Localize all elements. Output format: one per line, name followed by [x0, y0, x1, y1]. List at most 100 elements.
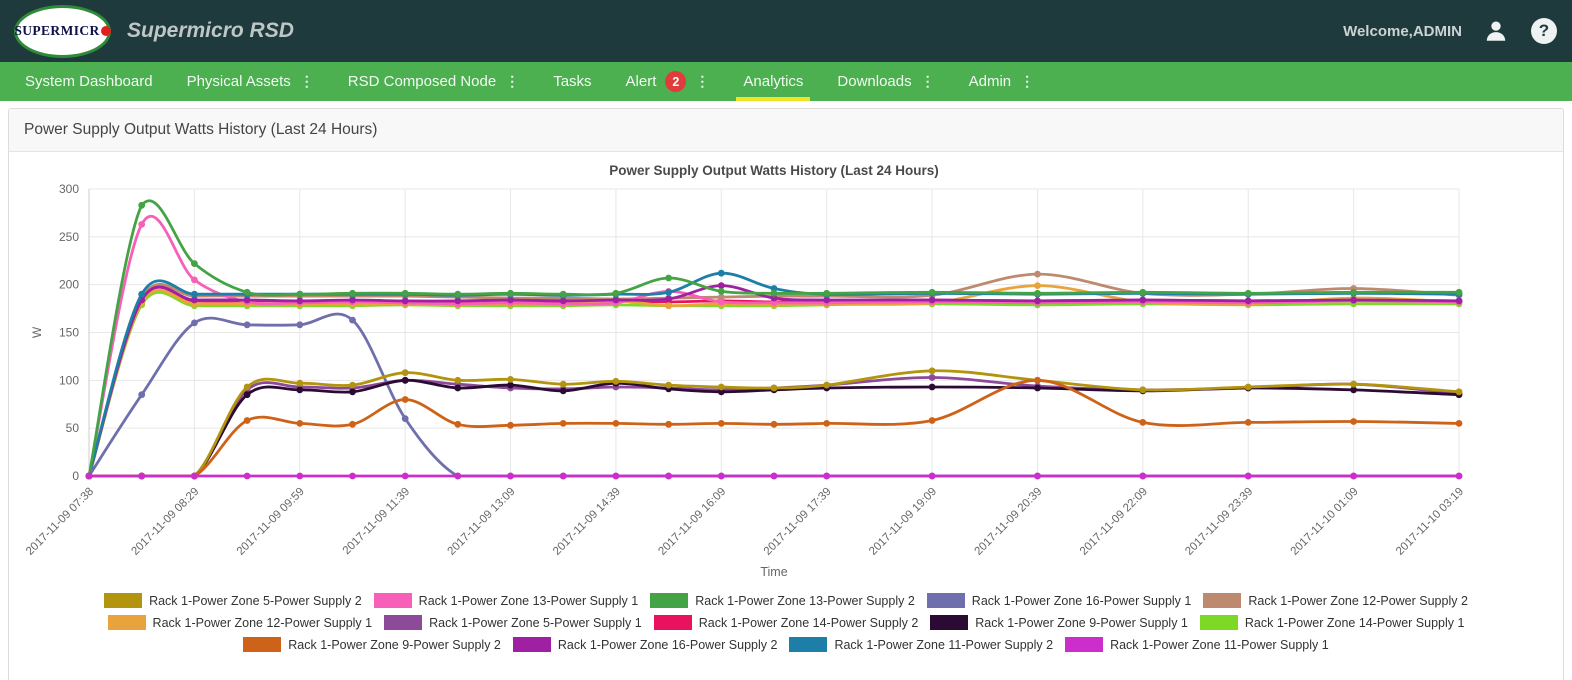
- data-point-dot: [928, 472, 936, 480]
- data-point-dot: [243, 296, 251, 304]
- data-point-dot: [717, 420, 725, 427]
- y-axis-label: W: [30, 326, 44, 338]
- x-axis-label: Time: [760, 565, 787, 579]
- user-icon[interactable]: [1482, 17, 1510, 45]
- data-point-dot: [138, 201, 146, 209]
- nav-item-downloads[interactable]: Downloads ⋮: [820, 62, 951, 101]
- data-point-dot: [507, 381, 514, 389]
- y-tick-label: 250: [59, 230, 79, 244]
- legend-item-rack-1-power-zone-13-power-supply-2[interactable]: Rack 1-Power Zone 13-Power Supply 2: [650, 593, 915, 608]
- data-point-dot: [349, 316, 356, 324]
- data-point-dot: [770, 299, 778, 307]
- legend-item-rack-1-power-zone-9-power-supply-1[interactable]: Rack 1-Power Zone 9-Power Supply 1: [930, 615, 1188, 630]
- nav-item-label: Analytics: [743, 73, 804, 90]
- data-point-dot: [349, 472, 356, 480]
- data-point-dot: [823, 420, 831, 427]
- data-point-dot: [296, 321, 304, 329]
- help-icon[interactable]: ?: [1530, 17, 1558, 45]
- nav-item-physical-assets[interactable]: Physical Assets ⋮: [170, 62, 331, 101]
- data-point-dot: [401, 369, 409, 377]
- data-point-dot: [1244, 297, 1252, 305]
- data-point-dot: [1139, 419, 1147, 426]
- data-point-dot: [665, 295, 672, 303]
- data-point-dot: [243, 321, 251, 329]
- nav-item-analytics[interactable]: Analytics: [726, 62, 820, 101]
- data-point-dot: [138, 472, 146, 480]
- nav-bar: System Dashboard Physical Assets ⋮ RSD Comp…: [0, 62, 1572, 101]
- data-point-dot: [349, 420, 356, 428]
- data-point-dot: [559, 297, 567, 305]
- data-point-dot: [243, 288, 251, 296]
- data-point-dot: [717, 298, 725, 306]
- legend-label: Rack 1-Power Zone 5-Power Supply 1: [429, 615, 642, 630]
- legend-item-rack-1-power-zone-12-power-supply-2[interactable]: Rack 1-Power Zone 12-Power Supply 2: [1203, 593, 1468, 608]
- nav-item-rsd-composed-node[interactable]: RSD Composed Node ⋮: [331, 62, 536, 101]
- legend-item-rack-1-power-zone-16-power-supply-2[interactable]: Rack 1-Power Zone 16-Power Supply 2: [512, 637, 777, 652]
- data-point-dot: [665, 472, 672, 480]
- data-point-dot: [770, 472, 778, 480]
- legend-item-rack-1-power-zone-16-power-supply-1[interactable]: Rack 1-Power Zone 16-Power Supply 1: [926, 593, 1191, 608]
- legend-swatch: [930, 615, 969, 630]
- x-tick-label: 2017-11-09 11:39: [341, 486, 412, 557]
- kebab-menu-icon[interactable]: ⋮: [505, 73, 520, 89]
- chart-panel: Power Supply Output Watts History (Last …: [8, 108, 1564, 680]
- nav-item-system-dashboard[interactable]: System Dashboard: [8, 62, 170, 101]
- legend-item-rack-1-power-zone-5-power-supply-2[interactable]: Rack 1-Power Zone 5-Power Supply 2: [104, 593, 362, 608]
- nav-item-label: Alert: [625, 73, 657, 90]
- y-tick-label: 50: [66, 421, 80, 435]
- data-point-dot: [85, 472, 93, 480]
- legend-label: Rack 1-Power Zone 5-Power Supply 2: [149, 593, 362, 608]
- data-point-dot: [717, 472, 725, 480]
- kebab-menu-icon[interactable]: ⋮: [299, 73, 314, 89]
- chart-title: Power Supply Output Watts History (Last …: [609, 163, 939, 178]
- legend-item-rack-1-power-zone-5-power-supply-1[interactable]: Rack 1-Power Zone 5-Power Supply 1: [384, 615, 642, 630]
- series-line-rack-1-power-zone-16-power-supply-1: [87, 312, 1461, 478]
- data-point-dot: [612, 289, 620, 297]
- legend-label: Rack 1-Power Zone 14-Power Supply 2: [698, 615, 919, 630]
- nav-item-admin[interactable]: Admin ⋮: [952, 62, 1052, 101]
- x-tick-label: 2017-11-09 08:29: [129, 486, 201, 558]
- legend-item-rack-1-power-zone-13-power-supply-1[interactable]: Rack 1-Power Zone 13-Power Supply 1: [373, 593, 639, 608]
- data-point-dot: [1350, 472, 1357, 480]
- data-point-dot: [612, 377, 620, 385]
- x-tick-label: 2017-11-09 07:38: [24, 486, 96, 558]
- x-tick-label: 2017-11-09 19:09: [867, 486, 939, 558]
- kebab-menu-icon[interactable]: ⋮: [1020, 73, 1035, 89]
- legend-item-rack-1-power-zone-11-power-supply-2[interactable]: Rack 1-Power Zone 11-Power Supply 2: [789, 637, 1053, 652]
- nav-item-label: RSD Composed Node: [347, 73, 497, 90]
- welcome-text: Welcome,ADMIN: [1343, 22, 1462, 40]
- legend-swatch: [104, 593, 143, 608]
- data-point-dot: [507, 421, 514, 429]
- legend-label: Rack 1-Power Zone 9-Power Supply 1: [975, 615, 1188, 630]
- nav-item-alert[interactable]: Alert 2 ⋮: [609, 62, 727, 101]
- kebab-menu-icon[interactable]: ⋮: [695, 73, 710, 89]
- legend-item-rack-1-power-zone-9-power-supply-2[interactable]: Rack 1-Power Zone 9-Power Supply 2: [243, 637, 501, 652]
- data-point-dot: [243, 417, 251, 424]
- legend-item-rack-1-power-zone-14-power-supply-1[interactable]: Rack 1-Power Zone 14-Power Supply 1: [1199, 615, 1464, 630]
- data-point-dot: [823, 296, 831, 304]
- legend-swatch: [384, 615, 423, 630]
- alert-count-badge: 2: [665, 71, 687, 92]
- chart-legend: Rack 1-Power Zone 5-Power Supply 2 Rack 1…: [11, 593, 1561, 652]
- legend-item-rack-1-power-zone-14-power-supply-2[interactable]: Rack 1-Power Zone 14-Power Supply 2: [653, 615, 919, 630]
- data-point-dot: [296, 297, 304, 305]
- data-point-dot: [717, 388, 725, 396]
- legend-swatch: [1203, 593, 1242, 608]
- data-point-dot: [1244, 472, 1252, 480]
- legend-label: Rack 1-Power Zone 12-Power Supply 1: [152, 615, 373, 630]
- data-point-dot: [770, 285, 778, 292]
- legend-label: Rack 1-Power Zone 13-Power Supply 1: [418, 593, 639, 608]
- legend-item-rack-1-power-zone-11-power-supply-1[interactable]: Rack 1-Power Zone 11-Power Supply 1: [1065, 637, 1329, 652]
- nav-item-tasks[interactable]: Tasks: [536, 62, 608, 101]
- kebab-menu-icon[interactable]: ⋮: [920, 73, 935, 89]
- legend-item-rack-1-power-zone-12-power-supply-1[interactable]: Rack 1-Power Zone 12-Power Supply 1: [107, 615, 373, 630]
- data-point-dot: [349, 296, 356, 304]
- data-point-dot: [454, 384, 462, 392]
- data-point-dot: [454, 297, 462, 305]
- y-tick-label: 0: [72, 469, 79, 483]
- data-point-dot: [717, 269, 725, 277]
- data-point-dot: [349, 388, 356, 396]
- data-point-dot: [1139, 296, 1147, 304]
- legend-swatch: [243, 637, 282, 652]
- y-tick-label: 300: [59, 182, 79, 196]
